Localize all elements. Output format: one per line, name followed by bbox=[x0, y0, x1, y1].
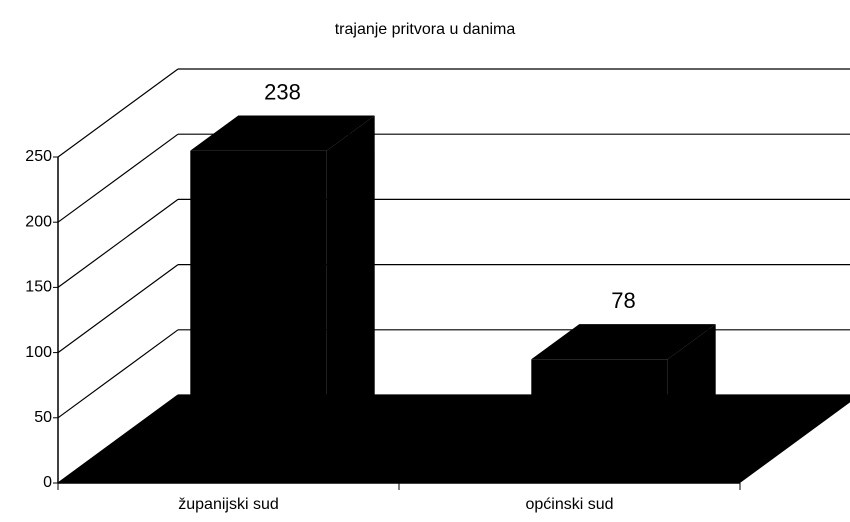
bar-top bbox=[190, 115, 375, 151]
bar-top bbox=[531, 324, 716, 360]
grid-line bbox=[57, 264, 179, 354]
x-tick-label: županijski sud bbox=[178, 496, 279, 513]
y-tick-label: 100 bbox=[25, 344, 52, 361]
grid-line bbox=[57, 133, 179, 223]
plot-marks bbox=[190, 115, 716, 461]
data-label: 238 bbox=[264, 79, 301, 104]
bar-side bbox=[326, 115, 375, 461]
bar-side bbox=[667, 324, 716, 461]
y-tick-label: 0 bbox=[43, 474, 52, 491]
y-tick-label: 200 bbox=[25, 213, 52, 230]
floor bbox=[58, 395, 850, 483]
data-label: 78 bbox=[611, 288, 635, 313]
y-tick-label: 150 bbox=[25, 279, 52, 296]
y-tick-label: 250 bbox=[25, 148, 52, 165]
grid-line bbox=[57, 394, 179, 484]
bar-front bbox=[190, 150, 327, 461]
bar-front bbox=[531, 359, 668, 461]
grid-line bbox=[57, 198, 179, 288]
bar bbox=[531, 324, 716, 461]
chart-title: trajanje pritvora u danima bbox=[335, 21, 516, 38]
x-tick-label: općinski sud bbox=[525, 496, 613, 513]
y-tick-label: 50 bbox=[34, 409, 52, 426]
grid-line bbox=[57, 68, 179, 158]
grid-line bbox=[57, 329, 179, 419]
plot-walls bbox=[53, 68, 850, 490]
bar bbox=[190, 115, 375, 461]
